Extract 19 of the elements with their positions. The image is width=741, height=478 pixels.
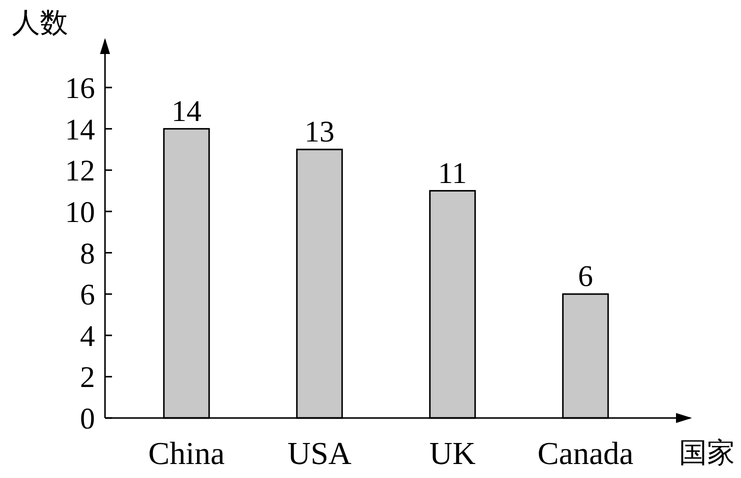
y-tick-label: 2 <box>80 361 95 394</box>
x-tick-label: Canada <box>538 435 634 471</box>
data-label: 13 <box>304 115 334 148</box>
y-tick-label: 6 <box>80 278 95 312</box>
y-tick-label: 14 <box>65 113 95 146</box>
data-label: 6 <box>578 260 593 294</box>
data-label: 14 <box>172 94 202 128</box>
x-tick-label: USA <box>287 435 352 471</box>
x-tick-label: UK <box>429 435 476 471</box>
y-tick-label: 8 <box>80 237 95 270</box>
y-tick-label: 4 <box>80 320 95 353</box>
y-tick-label: 10 <box>65 196 95 229</box>
y-tick-label: 16 <box>65 72 95 106</box>
data-label: 11 <box>438 156 467 190</box>
x-tick-label: China <box>148 435 225 471</box>
y-axis-title: 人数 <box>12 8 68 39</box>
x-axis-title: 国家 <box>679 438 735 469</box>
y-tick-label: 0 <box>80 402 95 436</box>
y-tick-label: 12 <box>65 154 95 188</box>
